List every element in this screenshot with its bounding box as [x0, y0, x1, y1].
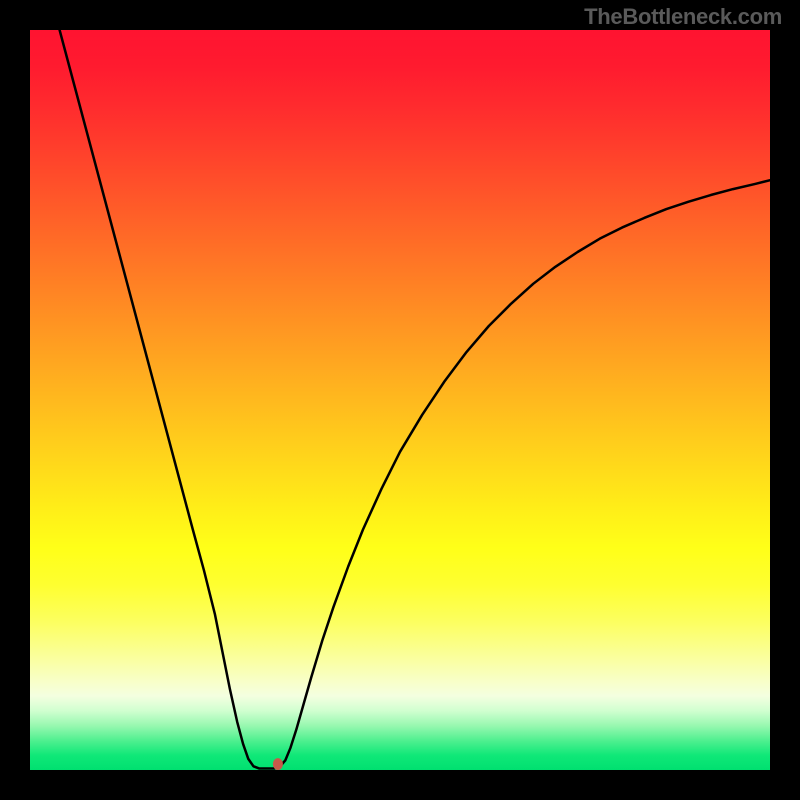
figure-container: TheBottleneck.com — [0, 0, 800, 800]
plot-area — [30, 30, 770, 770]
gradient-background — [30, 30, 770, 770]
chart-svg — [30, 30, 770, 770]
min-point-marker — [273, 758, 283, 770]
watermark-text: TheBottleneck.com — [584, 4, 782, 30]
